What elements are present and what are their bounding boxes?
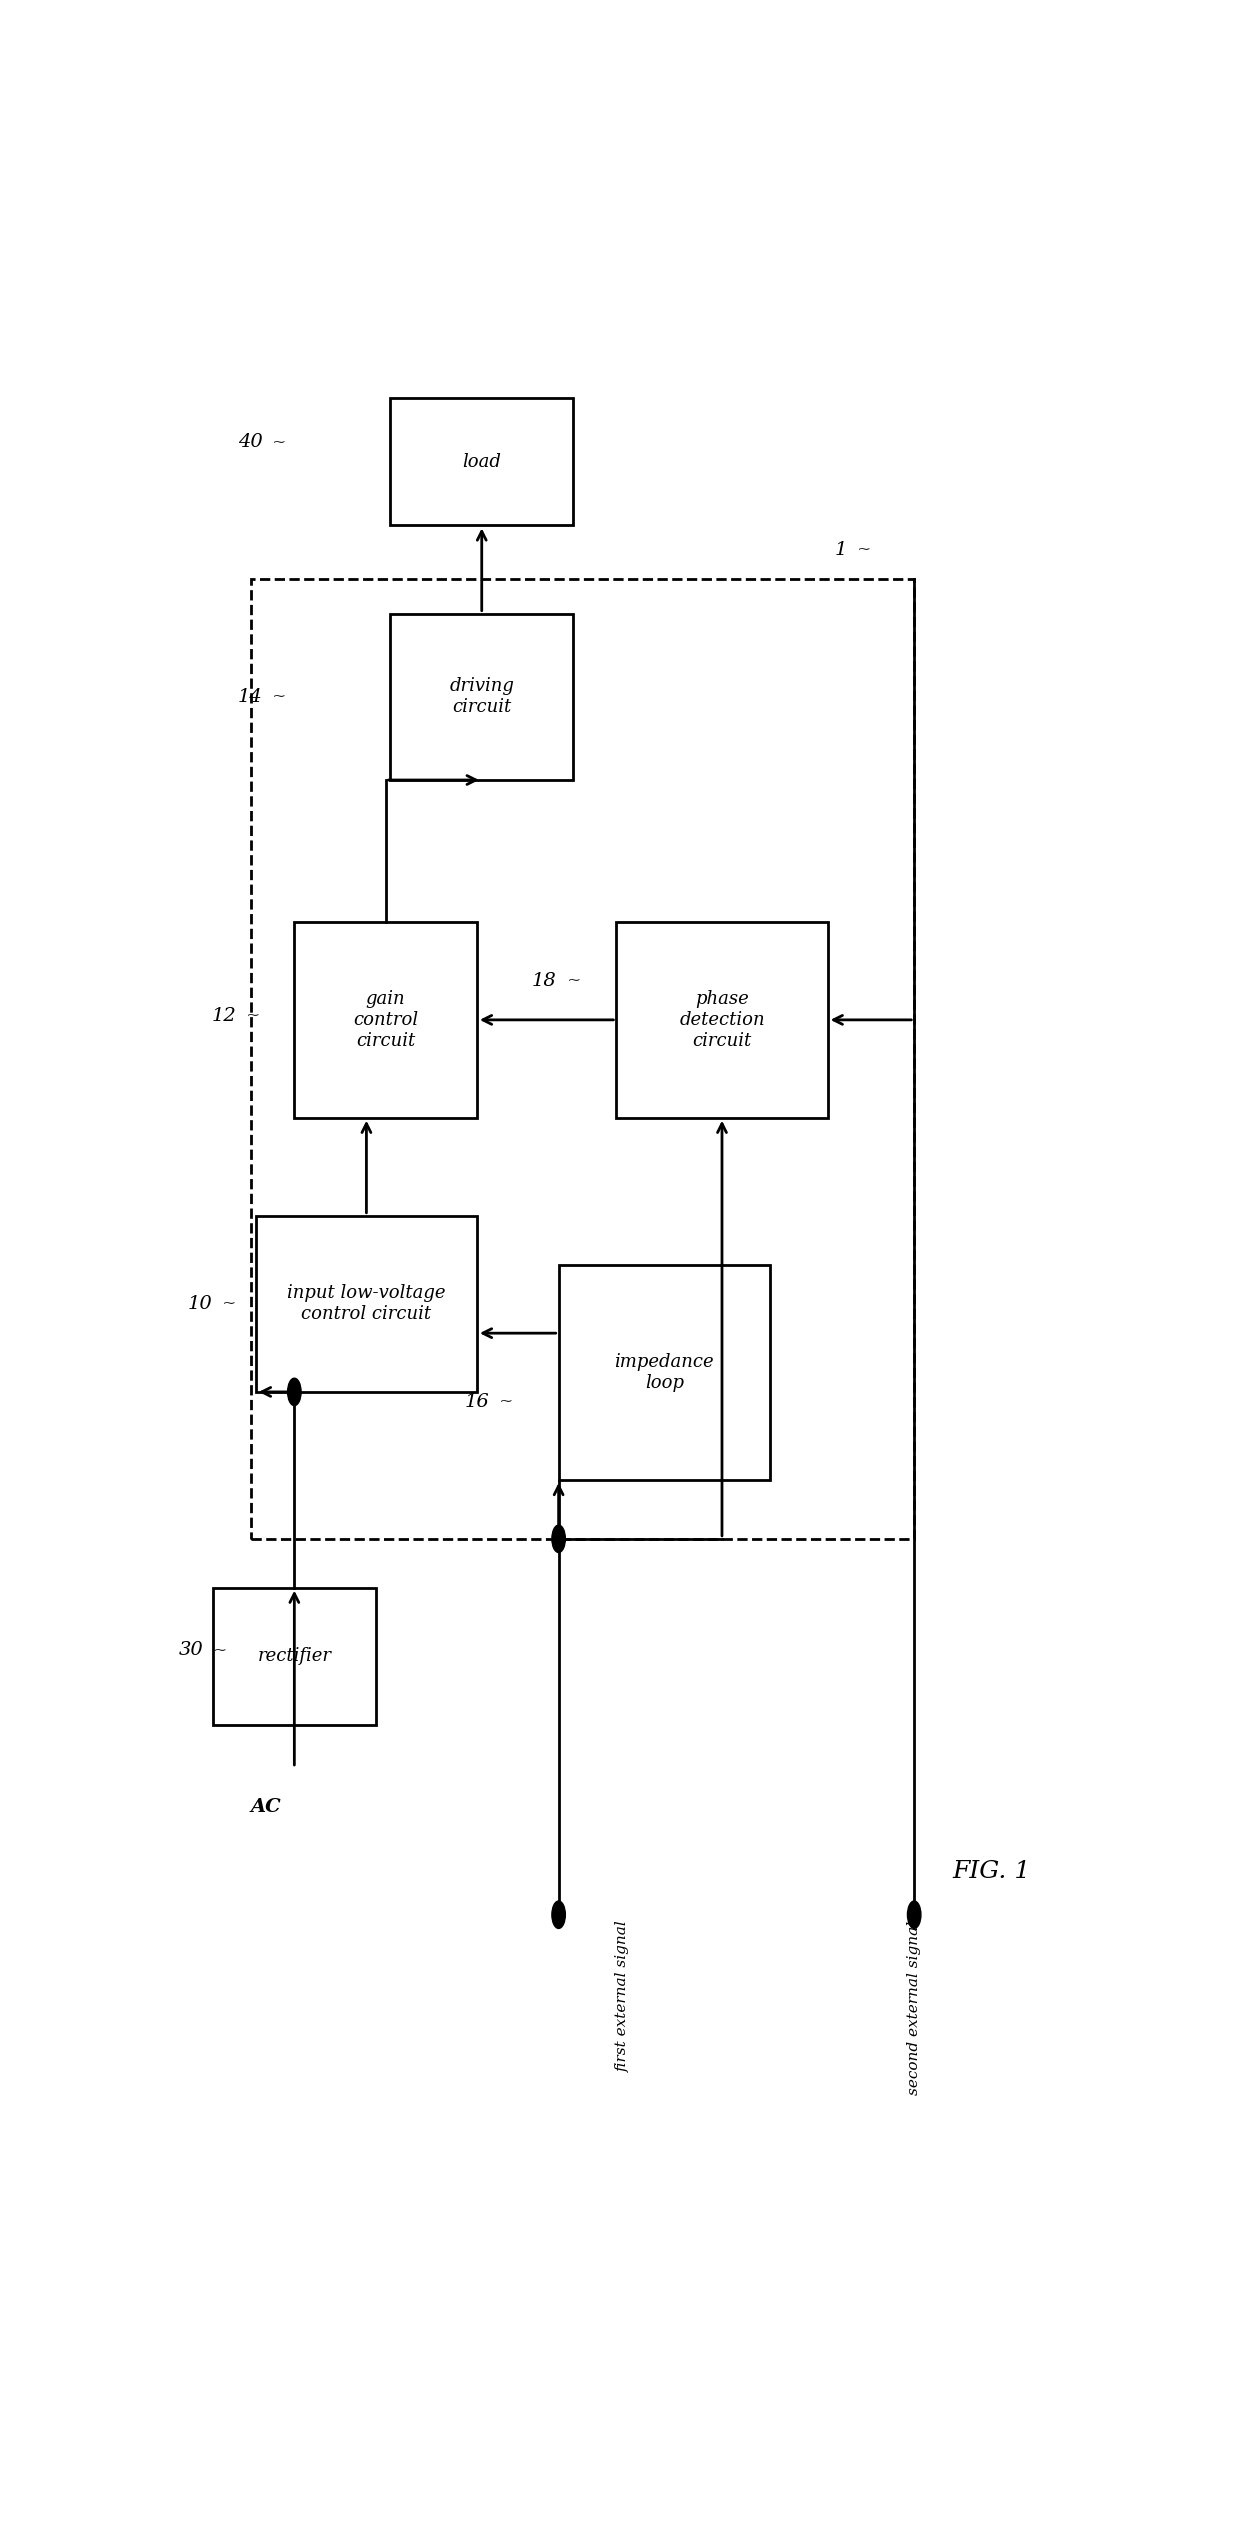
Text: ~: ~ bbox=[208, 1643, 227, 1658]
Text: 16: 16 bbox=[465, 1394, 490, 1411]
Text: rectifier: rectifier bbox=[258, 1648, 331, 1666]
Circle shape bbox=[288, 1378, 301, 1406]
Text: phase
detection
circuit: phase detection circuit bbox=[680, 989, 765, 1050]
Text: FIG. 1: FIG. 1 bbox=[952, 1859, 1030, 1884]
Circle shape bbox=[908, 1902, 921, 1928]
Bar bbox=[255, 1216, 477, 1391]
Text: second external signal: second external signal bbox=[908, 1920, 921, 2095]
Text: 30: 30 bbox=[179, 1640, 203, 1661]
Text: load: load bbox=[463, 453, 501, 470]
Text: 1: 1 bbox=[835, 542, 847, 559]
Bar bbox=[616, 923, 828, 1119]
Text: ~: ~ bbox=[242, 1007, 260, 1025]
Circle shape bbox=[552, 1526, 565, 1551]
Bar bbox=[213, 1587, 376, 1724]
Text: driving
circuit: driving circuit bbox=[449, 676, 515, 717]
Text: 14: 14 bbox=[238, 687, 263, 707]
Bar bbox=[250, 580, 914, 1539]
Text: 40: 40 bbox=[238, 432, 263, 450]
Text: ~: ~ bbox=[495, 1394, 513, 1411]
Bar bbox=[391, 613, 573, 781]
Text: 18: 18 bbox=[532, 971, 557, 989]
Text: first external signal: first external signal bbox=[616, 1920, 630, 2073]
Text: ~: ~ bbox=[852, 542, 870, 559]
Text: gain
control
circuit: gain control circuit bbox=[353, 989, 418, 1050]
Text: ~: ~ bbox=[268, 689, 286, 704]
Bar bbox=[294, 923, 477, 1119]
Text: 10: 10 bbox=[188, 1294, 213, 1312]
Text: AC: AC bbox=[250, 1798, 280, 1816]
Text: impedance
loop: impedance loop bbox=[615, 1353, 714, 1391]
Text: ~: ~ bbox=[268, 435, 286, 450]
Bar bbox=[559, 1264, 770, 1480]
Circle shape bbox=[552, 1902, 565, 1928]
Text: ~: ~ bbox=[217, 1294, 237, 1312]
Text: ~: ~ bbox=[562, 971, 580, 989]
Text: 12: 12 bbox=[212, 1007, 237, 1025]
Text: input low-voltage
control circuit: input low-voltage control circuit bbox=[288, 1284, 445, 1322]
Bar bbox=[391, 399, 573, 526]
